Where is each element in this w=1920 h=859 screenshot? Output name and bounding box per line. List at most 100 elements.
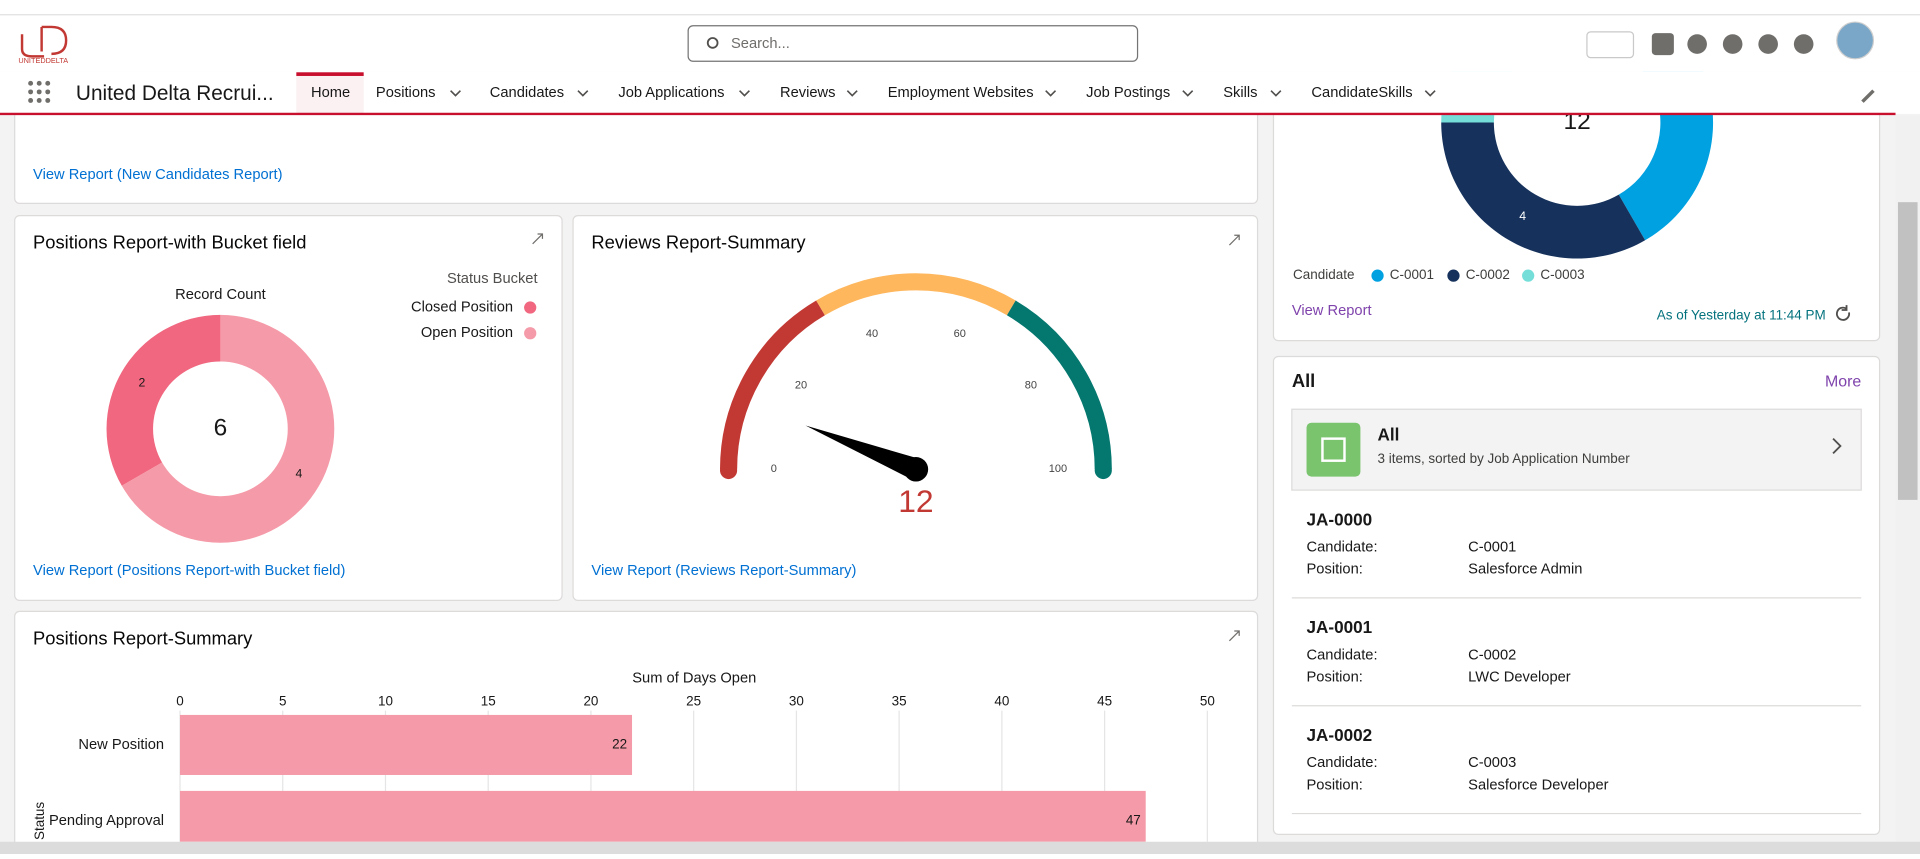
nav-tab[interactable]: Candidates (490, 85, 564, 101)
field-value: C-0001 (1468, 540, 1516, 556)
gauge-band (720, 300, 825, 470)
record-id: JA-0000 (1307, 509, 1373, 529)
legend-label: C-0003 (1540, 267, 1584, 282)
field-label: Candidate: (1307, 755, 1378, 771)
gauge-chart: 0 20 40 60 80 100 12 (720, 273, 1112, 519)
data-label: 2 (139, 376, 146, 390)
donut-total: 6 (214, 414, 228, 441)
gauge-tick-label: 60 (954, 328, 966, 340)
nav-tab[interactable]: Job Postings (1086, 85, 1170, 101)
chevron (1424, 90, 1436, 97)
card-title: Positions Report-Summary (33, 627, 253, 648)
nav-tab[interactable]: Positions (376, 85, 436, 101)
gauge-cap (720, 461, 738, 480)
bar (180, 714, 633, 775)
more-link[interactable]: More (1825, 373, 1861, 390)
trailhead-icon[interactable] (1687, 34, 1707, 54)
gauge-needle (805, 425, 920, 480)
report-link[interactable]: View Report (1292, 303, 1372, 319)
app-launcher[interactable] (28, 80, 51, 103)
favorites-button[interactable] (1586, 31, 1635, 59)
field-label: Position: (1307, 777, 1363, 793)
field-label: Candidate: (1307, 647, 1378, 663)
donut-segment (121, 314, 335, 543)
field-value: Salesforce Admin (1468, 562, 1582, 578)
logo-mark (20, 25, 68, 58)
search-icon (706, 37, 719, 49)
report-link[interactable]: View Report (New Candidates Report) (33, 167, 282, 183)
x-tick-label: 20 (583, 694, 598, 709)
field-label: Candidate: (1307, 540, 1378, 556)
bar-chart: Sum of Days Open Status 0 5 10 15 20 25 30 35 40 45… (32, 671, 1215, 842)
legend-swatch (1371, 269, 1384, 282)
legend-swatch (524, 327, 537, 340)
x-tick-label: 5 (279, 694, 286, 709)
legend-title: Candidate (1293, 267, 1354, 282)
taskbar (0, 841, 1920, 854)
list-view-box[interactable] (1291, 408, 1862, 491)
search-box[interactable] (687, 25, 1139, 62)
legend-label: C-0002 (1466, 267, 1510, 282)
report-link[interactable]: View Report (Positions Report-with Bucke… (33, 563, 345, 579)
legend-swatch (1522, 269, 1535, 282)
logo-text: UNITEDDELTA (18, 56, 68, 65)
new-button[interactable] (1651, 33, 1674, 56)
nav-tab[interactable]: Employment Websites (888, 85, 1034, 101)
nav-tab[interactable]: Job Applications (618, 85, 724, 101)
nav-tab[interactable]: Reviews (780, 85, 835, 101)
donut-segment (1441, 122, 1646, 259)
x-tick-label: 35 (892, 694, 907, 709)
edit-icon[interactable] (1861, 89, 1875, 103)
chevron (846, 90, 858, 97)
expand-icon[interactable] (532, 233, 1240, 642)
nav-tabs: Home Positions Candidates Job Applications R… (311, 85, 1436, 101)
donut-chart: 2 4 6 Closed Position Open Position (106, 299, 537, 543)
record-id: JA-0001 (1307, 617, 1373, 637)
list-view-name: All (1378, 425, 1400, 445)
list-view-description: 3 items, sorted by Job Application Numbe… (1378, 451, 1631, 466)
data-label: 4 (295, 466, 302, 480)
axis-label: Status (32, 802, 47, 840)
report-link[interactable]: View Report (Reviews Report-Summary) (591, 563, 856, 579)
data-label: 22 (612, 737, 627, 752)
data-label: 4 (1519, 209, 1526, 223)
notifications-icon[interactable] (1793, 34, 1814, 54)
card-title: Positions Report-with Bucket field (33, 232, 306, 253)
legend-label: Open Position (421, 325, 513, 341)
chevron (739, 90, 750, 97)
search-placeholder: Search... (731, 36, 790, 52)
nav-tab[interactable]: Home (311, 85, 350, 101)
category-label: Pending Approval (49, 813, 164, 829)
x-tick-label: 10 (378, 694, 393, 709)
chevron (1045, 90, 1057, 97)
gauge-band (1006, 300, 1112, 470)
avatar[interactable] (1836, 21, 1875, 60)
help-icon[interactable] (1722, 34, 1743, 54)
field-label: Position: (1307, 562, 1363, 578)
chart-label: Record Count (175, 287, 266, 303)
field-label: Position: (1307, 669, 1363, 685)
gauge-tick-label: 80 (1025, 380, 1037, 392)
card (572, 215, 1259, 601)
refresh-icon[interactable] (1835, 305, 1851, 321)
nav-tab[interactable]: Skills (1223, 85, 1257, 101)
chevron (1270, 90, 1282, 97)
scrollbar-thumb[interactable] (1897, 202, 1918, 500)
setup-icon[interactable] (1758, 34, 1778, 54)
timestamp: As of Yesterday at 11:44 PM (1657, 308, 1826, 323)
axis-label: Sum of Days Open (632, 671, 756, 687)
dashboard: View Report (New Candidates Report) Posi… (14, 0, 1881, 859)
field-value: Salesforce Developer (1468, 777, 1608, 793)
donut-segment (106, 314, 221, 486)
field-value: C-0003 (1468, 755, 1516, 771)
data-label: 47 (1126, 812, 1141, 827)
nav-tab[interactable]: CandidateSkills (1311, 85, 1412, 101)
record-id: JA-0002 (1307, 725, 1373, 745)
legend-swatch (524, 301, 537, 314)
legend-label: Closed Position (411, 299, 513, 315)
gauge-tick-label: 100 (1049, 463, 1067, 475)
category-label: New Position (78, 737, 164, 753)
